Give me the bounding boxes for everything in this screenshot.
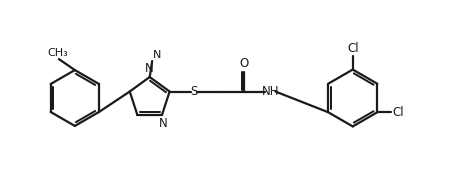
Text: S: S [190, 84, 197, 97]
Text: N: N [159, 117, 168, 130]
Text: Cl: Cl [392, 106, 404, 119]
Text: NH: NH [262, 84, 279, 97]
Text: O: O [240, 57, 249, 70]
Text: N: N [153, 50, 161, 60]
Text: CH₃: CH₃ [47, 48, 68, 58]
Text: N: N [145, 62, 154, 75]
Text: Cl: Cl [347, 42, 358, 54]
